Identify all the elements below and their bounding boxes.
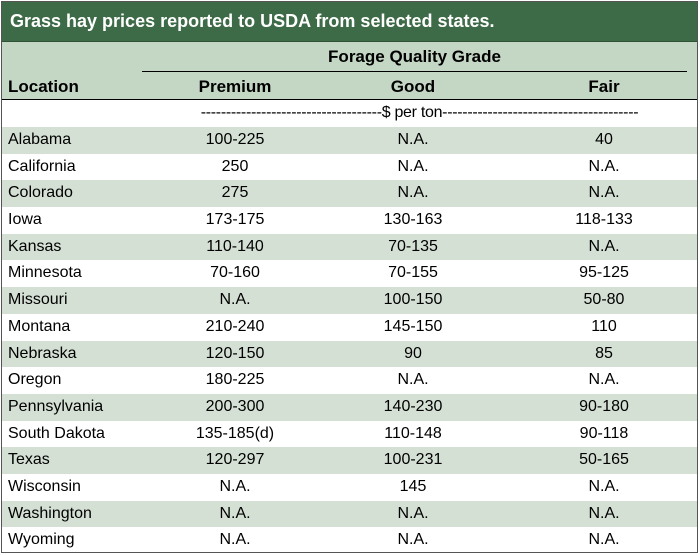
- good-cell: 70-155: [388, 264, 438, 282]
- good-cell: 100-231: [383, 451, 443, 469]
- location-cell: Missouri: [8, 291, 68, 309]
- table-row: Wyoming N.A. N.A. N.A.: [2, 527, 697, 554]
- fair-cell: 50-80: [583, 291, 625, 309]
- location-cell: South Dakota: [8, 424, 105, 442]
- table-row: Texas 120-297 100-231 50-165: [2, 447, 697, 474]
- good-header: Good: [390, 77, 436, 96]
- table-row: Wisconsin N.A. 145 N.A.: [2, 474, 697, 501]
- fair-cell: 50-165: [579, 451, 629, 469]
- table-row: Oregon 180-225 N.A. N.A.: [2, 367, 697, 394]
- forage-quality-grade-header: Forage Quality Grade: [328, 47, 501, 66]
- location-cell: Oregon: [8, 371, 62, 389]
- good-cell: N.A.: [397, 504, 429, 522]
- table-row: South Dakota 135-185(d) 110-148 90-118: [2, 421, 697, 448]
- fair-cell: 90-118: [579, 424, 629, 442]
- location-cell: California: [8, 157, 76, 175]
- premium-cell: 180-225: [205, 371, 265, 389]
- unit-label: ------------------------------------$ pe…: [200, 104, 639, 121]
- premium-cell: 100-225: [205, 131, 265, 148]
- good-cell: N.A.: [397, 131, 429, 148]
- premium-cell: N.A.: [219, 504, 251, 522]
- premium-cell: 173-175: [205, 211, 265, 229]
- fair-cell: 90-180: [579, 397, 629, 415]
- premium-cell: 275: [221, 184, 249, 202]
- table-row: Nebraska 120-150 90 85: [2, 340, 697, 368]
- good-cell: 140-230: [383, 397, 443, 415]
- location-cell: Montana: [8, 317, 71, 335]
- table-row: Iowa 173-175 130-163 118-133: [2, 207, 697, 234]
- premium-cell: 110-140: [206, 237, 264, 255]
- premium-cell: 70-160: [210, 264, 260, 282]
- table-row: California 250 N.A. N.A.: [2, 154, 697, 181]
- fair-cell: N.A.: [588, 504, 620, 522]
- location-cell: Alabama: [8, 131, 72, 148]
- good-cell: N.A.: [397, 371, 429, 389]
- table-row: Montana 210-240 145-150 110: [2, 314, 697, 341]
- location-cell: Nebraska: [8, 344, 77, 362]
- table-row: Alabama 100-225 N.A. 40: [2, 127, 697, 154]
- table-row: Pennsylvania 200-300 140-230 90-180: [2, 393, 697, 421]
- table-title: Grass hay prices reported to USDA from s…: [2, 2, 697, 42]
- premium-cell: 250: [221, 157, 249, 175]
- premium-cell: N.A.: [219, 531, 251, 549]
- location-header: Location: [8, 77, 79, 96]
- good-cell: 145: [399, 477, 427, 495]
- table-row: Minnesota 70-160 70-155 95-125: [2, 260, 697, 287]
- premium-cell: 200-300: [205, 397, 265, 415]
- premium-cell: N.A.: [219, 477, 251, 495]
- good-cell: 90: [404, 344, 422, 362]
- fair-cell: N.A.: [588, 184, 620, 202]
- table-row: Washington N.A. N.A. N.A.: [2, 500, 697, 528]
- location-cell: Wyoming: [8, 531, 75, 549]
- good-cell: 110-148: [384, 424, 442, 442]
- good-cell: 100-150: [383, 291, 443, 309]
- location-cell: Washington: [8, 504, 92, 522]
- header-group-rule: [142, 71, 687, 72]
- fair-cell: N.A.: [588, 237, 620, 255]
- good-cell: N.A.: [397, 157, 429, 175]
- premium-header: Premium: [198, 77, 272, 96]
- location-cell: Wisconsin: [8, 477, 81, 495]
- location-cell: Texas: [8, 451, 50, 469]
- location-cell: Minnesota: [8, 264, 82, 282]
- fair-cell: N.A.: [588, 477, 620, 495]
- fair-cell: N.A.: [588, 531, 620, 549]
- fair-cell: N.A.: [588, 157, 620, 175]
- fair-cell: 110: [591, 317, 617, 335]
- premium-cell: 120-297: [205, 451, 265, 469]
- table-row: Missouri N.A. 100-150 50-80: [2, 287, 697, 314]
- fair-cell: 118-133: [575, 211, 633, 229]
- table-row: Colorado 275 N.A. N.A.: [2, 180, 697, 208]
- table-body: Alabama 100-225 N.A. 40 California 250 N.A. N.A…: [2, 127, 697, 554]
- fair-cell: 85: [595, 344, 613, 362]
- location-cell: Iowa: [8, 211, 42, 229]
- good-cell: N.A.: [397, 531, 429, 549]
- fair-cell: 40: [595, 131, 613, 148]
- fair-cell: N.A.: [588, 371, 620, 389]
- location-cell: Colorado: [8, 184, 73, 202]
- good-cell: 70-135: [388, 237, 438, 255]
- table-header: Forage Quality Grade Location Premium Go…: [2, 42, 697, 100]
- premium-cell: N.A.: [219, 291, 251, 309]
- premium-cell: 135-185(d): [195, 424, 275, 442]
- good-cell: 130-163: [383, 211, 443, 229]
- good-cell: 145-150: [383, 317, 443, 335]
- good-cell: N.A.: [397, 184, 429, 202]
- premium-cell: 210-240: [205, 317, 265, 335]
- fair-cell: 95-125: [579, 264, 629, 282]
- header-bottom-rule: [2, 99, 697, 100]
- location-cell: Kansas: [8, 237, 62, 255]
- unit-row: ------------------------------------$ pe…: [2, 100, 697, 127]
- premium-cell: 120-150: [205, 344, 265, 362]
- table-row: Kansas 110-140 70-135 N.A.: [2, 233, 697, 261]
- fair-header: Fair: [588, 77, 620, 96]
- location-cell: Pennsylvania: [8, 397, 104, 415]
